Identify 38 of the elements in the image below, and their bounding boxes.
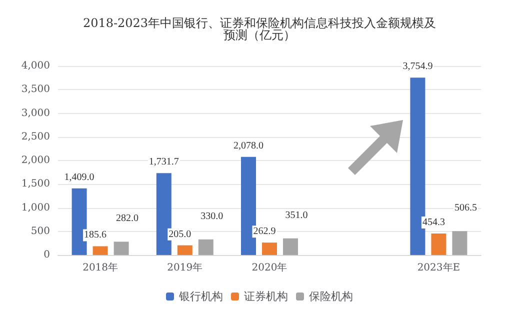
y-tick-label: 1,500 (21, 178, 50, 190)
data-label: 454.3 (422, 217, 445, 228)
legend-label: 保险机构 (309, 290, 353, 303)
legend-label: 证券机构 (244, 290, 288, 303)
data-label: 506.5 (454, 202, 477, 214)
y-tick-label: 0 (44, 250, 50, 260)
data-label: 185.6 (84, 230, 107, 241)
chart-title: 2018-2023年中国银行、证券和保险机构信息科技投入金额规模及预测（亿元） (82, 16, 436, 42)
bar (452, 231, 468, 255)
y-tick-label: 3,500 (21, 84, 50, 96)
bar (198, 239, 214, 255)
data-label: 262.9 (253, 226, 276, 238)
data-label: 330.0 (200, 210, 224, 222)
bar (283, 238, 298, 255)
x-tick-label: 2020年 (252, 262, 288, 274)
data-label: 3,754.9 (402, 61, 433, 72)
y-tick-label: 4,000 (21, 60, 50, 72)
x-tick-label: 2023年E (417, 262, 460, 274)
data-label: 1,731.7 (148, 156, 179, 168)
data-label: 205.0 (168, 228, 192, 240)
bar (114, 242, 129, 255)
y-tick-label: 2,500 (21, 131, 50, 142)
x-tick-label: 2019年 (167, 262, 203, 274)
y-tick-label: 3,000 (21, 108, 50, 119)
y-tick-label: 2,000 (21, 155, 50, 166)
data-label: 2,078.0 (234, 140, 264, 152)
data-label: 1,409.0 (64, 172, 94, 183)
bar (92, 246, 108, 255)
y-tick-label: 500 (30, 226, 50, 237)
y-tick-label: 1,000 (21, 202, 50, 214)
bar (72, 188, 87, 255)
data-label: 282.0 (116, 213, 139, 224)
data-label: 351.0 (285, 210, 308, 221)
bar (177, 245, 192, 255)
bar (262, 242, 277, 255)
bar (431, 234, 446, 255)
x-tick-label: 2018年 (82, 262, 118, 274)
legend-label: 银行机构 (178, 290, 223, 303)
